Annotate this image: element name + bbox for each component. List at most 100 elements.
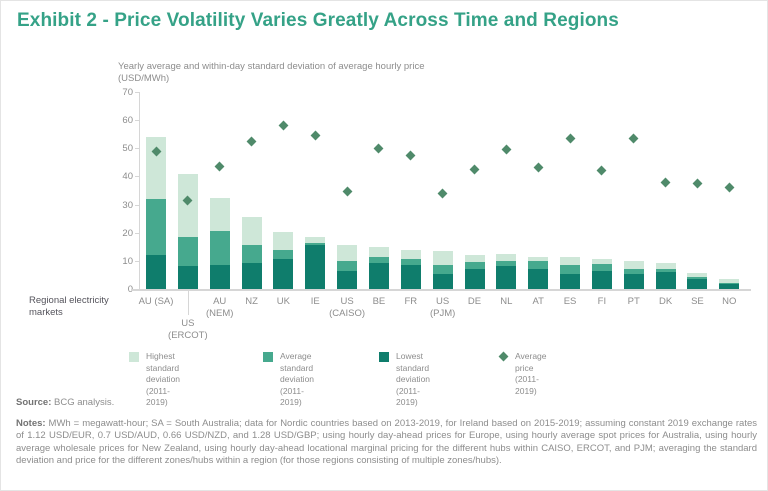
x-label-DE: DE <box>467 296 482 307</box>
x-axis-caption-line2: markets <box>29 307 63 318</box>
avg-price-marker-AT <box>533 163 544 173</box>
avg-price-marker-FR <box>405 150 416 161</box>
legend-item-1: Highest standard deviation (2011-2019) <box>129 351 180 409</box>
x-label-US (CAISO): US (CAISO) <box>329 296 366 319</box>
page-title: Exhibit 2 - Price Volatility Varies Grea… <box>17 10 619 31</box>
source-label: Source: <box>16 397 52 408</box>
y-tick-label: 10 <box>122 255 133 267</box>
x-label-NZ: NZ <box>245 296 258 307</box>
x-label-UK: UK <box>276 296 290 307</box>
bar-segment-IE <box>305 245 326 289</box>
bar-segment-NZ <box>241 262 262 289</box>
legend-square-icon <box>263 352 273 362</box>
bar-segment-FI <box>591 270 612 289</box>
avg-price-marker-NZ <box>246 136 257 147</box>
legend-label: Average price (2011-2019) <box>515 351 547 396</box>
x-label-leader-line <box>187 291 189 315</box>
bar-segment-NL <box>496 266 517 289</box>
x-label-BE: BE <box>372 296 386 307</box>
avg-price-marker-UK <box>278 120 289 131</box>
chart-subtitle: Yearly average and within-day standard d… <box>118 61 424 85</box>
x-label-AT: AT <box>532 296 544 307</box>
avg-price-marker-FI <box>596 165 607 176</box>
avg-price-marker-IE <box>310 130 321 141</box>
bar-segment-US (ERCOT) <box>177 265 198 289</box>
avg-price-marker-NL <box>501 144 512 155</box>
avg-price-marker-SE <box>692 178 703 189</box>
bar-segment-AU (SA) <box>146 255 166 289</box>
legend-item-3: Lowest standard deviation (2011-2019) <box>379 351 430 409</box>
x-label-IE: IE <box>310 296 320 307</box>
bar-segment-AU (NEM) <box>209 265 230 289</box>
legend-label: Highest standard deviation (2011-2019) <box>146 351 181 407</box>
avg-price-marker-DK <box>660 177 671 187</box>
bar-segment-AT <box>528 269 549 289</box>
bar-segment-BE <box>368 263 389 289</box>
x-label-AU (NEM): AU (NEM) <box>205 296 234 319</box>
y-tick-mark <box>135 204 139 206</box>
avg-price-marker-ES <box>565 133 575 144</box>
notes-text: MWh = megawatt-hour; SA = South Australi… <box>16 418 758 466</box>
x-label-PT: PT <box>627 296 640 307</box>
legend-label: Average standard deviation (2011-2019) <box>280 351 315 407</box>
x-label-FI: FI <box>597 296 607 307</box>
y-tick-label: 20 <box>122 227 133 239</box>
bar-segment-DK <box>655 271 676 289</box>
x-label-US (PJM): US (PJM) <box>429 296 456 319</box>
x-axis-caption: Regional electricity markets <box>29 295 124 319</box>
bar-segment-US (CAISO) <box>337 270 358 289</box>
notes-block: Notes: MWh = megawatt-hour; SA = South A… <box>16 418 757 467</box>
bar-segment-SE <box>687 278 708 289</box>
y-tick-mark <box>135 260 139 262</box>
notes-label: Notes: <box>16 418 46 429</box>
bar-segment-NO <box>719 283 740 289</box>
x-label-ES: ES <box>563 296 577 307</box>
y-tick-mark <box>135 92 139 93</box>
x-label-SE: SE <box>691 296 704 307</box>
source-text: BCG analysis. <box>54 397 115 408</box>
bar-segment-FR <box>400 264 421 289</box>
y-tick-mark <box>135 232 139 234</box>
x-label-AU (SA): AU (SA) <box>138 296 174 307</box>
bar-segment-US (PJM) <box>432 273 453 289</box>
avg-price-marker-PT <box>628 133 639 144</box>
y-tick-mark <box>135 176 139 178</box>
legend-item-2: Average standard deviation (2011-2019) <box>263 351 314 409</box>
y-tick-label: 60 <box>122 115 133 127</box>
avg-price-marker-US (CAISO) <box>342 186 353 197</box>
avg-price-marker-US (PJM) <box>437 188 448 199</box>
x-label-US (ERCOT): US (ERCOT) <box>168 318 208 341</box>
y-tick-label: 0 <box>111 284 133 295</box>
y-tick-label: 40 <box>122 171 133 183</box>
chart-subtitle-line2: (USD/MWh) <box>118 73 170 84</box>
y-tick-label: 70 <box>122 87 133 98</box>
y-axis-line <box>139 92 140 289</box>
bar-segment-ES <box>560 274 581 289</box>
bar-segment-PT <box>623 274 644 289</box>
y-tick-mark <box>135 148 139 150</box>
chart-subtitle-line1: Yearly average and within-day standard d… <box>118 61 425 72</box>
x-label-NL: NL <box>500 296 513 307</box>
x-label-DK: DK <box>658 296 673 307</box>
y-tick-label: 50 <box>122 143 133 155</box>
legend-item-4: Average price (2011-2019) <box>498 351 547 397</box>
avg-price-marker-AU (NEM) <box>214 161 225 172</box>
avg-price-marker-BE <box>373 143 384 154</box>
x-axis-line <box>131 289 751 291</box>
x-label-FR: FR <box>404 296 418 307</box>
y-tick-mark <box>135 120 139 122</box>
legend-square-icon <box>379 352 389 362</box>
x-axis-caption-line1: Regional electricity <box>29 295 109 306</box>
y-tick-label: 30 <box>122 199 133 211</box>
legend-square-icon <box>129 352 139 362</box>
source-line: Source: BCG analysis. <box>16 397 114 408</box>
legend-label: Lowest standard deviation (2011-2019) <box>396 351 431 407</box>
x-label-NO: NO <box>722 296 737 307</box>
avg-price-marker-NO <box>724 182 735 193</box>
legend-diamond-icon <box>498 351 509 362</box>
avg-price-marker-DE <box>469 164 480 175</box>
bar-segment-UK <box>273 258 294 289</box>
volatility-bar-chart: 0 10 20 30 40 50 60 70 AU (SA) US(ERCOT)AU(NEM) NZ… <box>1 1 767 346</box>
bar-segment-DE <box>464 269 485 289</box>
